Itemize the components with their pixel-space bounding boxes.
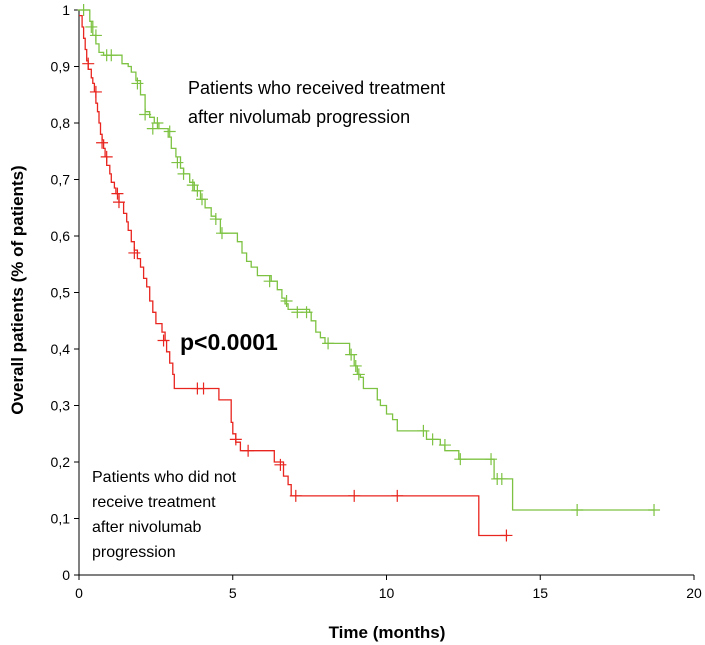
censor-mark-1 bbox=[100, 150, 113, 163]
censor-mark-0 bbox=[495, 472, 508, 485]
censor-layer bbox=[77, 4, 661, 542]
censor-mark-0 bbox=[146, 122, 159, 135]
x-tick-label: 15 bbox=[532, 585, 548, 601]
y-tick-label: 0 bbox=[62, 567, 70, 583]
censor-mark-0 bbox=[352, 368, 365, 381]
censor-mark-0 bbox=[215, 227, 228, 240]
censor-mark-0 bbox=[485, 453, 498, 466]
censor-mark-0 bbox=[171, 156, 184, 169]
censor-mark-1 bbox=[89, 85, 102, 98]
x-tick-label: 0 bbox=[75, 585, 83, 601]
censor-mark-0 bbox=[85, 20, 98, 33]
censor-mark-1 bbox=[289, 489, 302, 502]
y-tick-label: 0,8 bbox=[51, 115, 71, 131]
censor-mark-0 bbox=[345, 348, 358, 361]
censor-mark-1 bbox=[128, 246, 141, 259]
y-tick-label: 0,7 bbox=[51, 172, 71, 188]
green-series-label-line1: Patients who received treatment bbox=[188, 78, 445, 98]
censor-mark-0 bbox=[300, 306, 313, 319]
y-tick-label: 0,5 bbox=[51, 285, 71, 301]
y-tick-label: 0,2 bbox=[51, 454, 71, 470]
censor-mark-1 bbox=[96, 136, 109, 149]
censor-mark-1 bbox=[242, 444, 255, 457]
censor-mark-0 bbox=[426, 433, 439, 446]
red-series-label-line4: progression bbox=[92, 544, 176, 561]
censor-mark-1 bbox=[500, 529, 513, 542]
series-line-0 bbox=[79, 9, 654, 511]
censor-mark-0 bbox=[438, 439, 451, 452]
censor-mark-1 bbox=[229, 433, 242, 446]
y-tick-label: 0,4 bbox=[51, 341, 71, 357]
censor-mark-0 bbox=[151, 117, 164, 129]
censor-mark-0 bbox=[263, 275, 276, 288]
censor-mark-0 bbox=[196, 193, 208, 206]
censor-mark-1 bbox=[348, 489, 361, 502]
censor-mark-1 bbox=[391, 489, 404, 502]
censor-mark-1 bbox=[82, 57, 95, 70]
censor-mark-0 bbox=[163, 125, 176, 138]
red-series-label-line1: Patients who did not bbox=[92, 469, 237, 486]
censor-mark-0 bbox=[571, 504, 584, 517]
y-tick-label: 0,9 bbox=[51, 59, 71, 75]
censor-mark-0 bbox=[454, 453, 467, 466]
x-tick-label: 5 bbox=[229, 585, 237, 601]
censor-mark-1 bbox=[274, 458, 287, 471]
red-series-label-line2: receive treatment bbox=[92, 494, 216, 511]
censor-mark-0 bbox=[89, 29, 102, 42]
censor-mark-0 bbox=[191, 184, 204, 197]
censor-mark-0 bbox=[177, 167, 190, 180]
censor-mark-1 bbox=[111, 187, 124, 200]
axes: 00,10,20,30,40,50,60,70,80,910 5 10 15 20 bbox=[51, 2, 702, 601]
censor-mark-1 bbox=[197, 382, 210, 395]
censor-mark-1 bbox=[112, 196, 125, 209]
x-tick-label: 10 bbox=[379, 585, 395, 601]
censor-mark-0 bbox=[417, 424, 430, 437]
censor-mark-0 bbox=[77, 4, 90, 16]
censor-mark-0 bbox=[209, 213, 222, 226]
censor-mark-0 bbox=[186, 179, 199, 192]
x-axis-title: Time (months) bbox=[329, 623, 446, 642]
y-tick-label: 0,1 bbox=[51, 511, 71, 527]
censor-mark-0 bbox=[105, 49, 118, 62]
censor-mark-0 bbox=[349, 359, 362, 372]
green-series-label-line2: after nivolumab progression bbox=[188, 107, 410, 127]
p-value-label: p<0.0001 bbox=[180, 329, 278, 355]
y-tick-label: 1 bbox=[62, 2, 70, 18]
y-tick-label: 0,6 bbox=[51, 228, 71, 244]
censor-mark-0 bbox=[280, 294, 293, 307]
censor-mark-0 bbox=[139, 108, 152, 121]
red-series-label-line3: after nivolumab bbox=[92, 519, 201, 536]
y-tick-label: 0,3 bbox=[51, 398, 71, 414]
censor-mark-0 bbox=[131, 77, 144, 90]
censor-mark-1 bbox=[157, 334, 170, 347]
censor-mark-0 bbox=[648, 504, 661, 517]
y-axis-title: Overall patients (% of patients) bbox=[8, 165, 27, 414]
x-tick-label: 20 bbox=[686, 585, 702, 601]
censor-mark-0 bbox=[322, 337, 335, 350]
